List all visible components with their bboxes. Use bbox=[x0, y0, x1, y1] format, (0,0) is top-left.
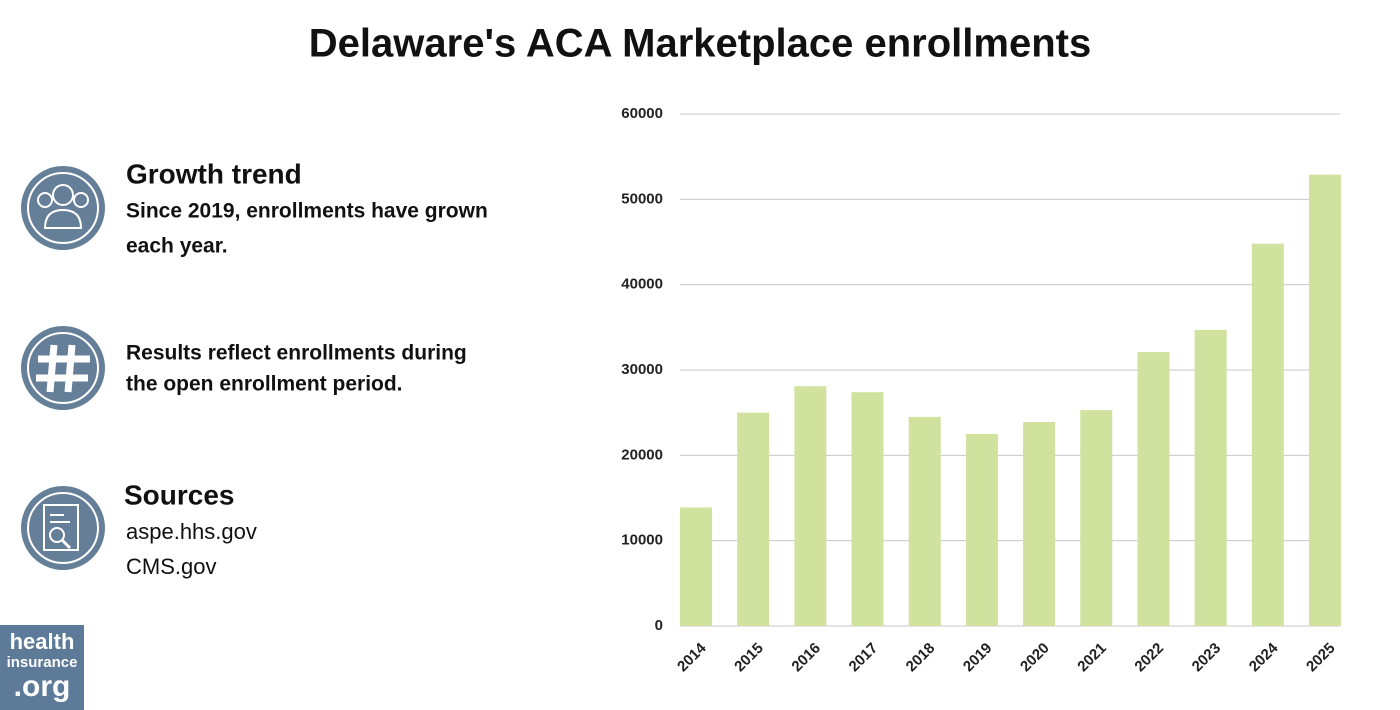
bar bbox=[680, 507, 712, 626]
note-heading: Sources bbox=[124, 479, 235, 510]
note-text: Results reflect enrollments during bbox=[126, 342, 467, 365]
y-tick-label: 30000 bbox=[621, 361, 663, 378]
bar bbox=[1023, 422, 1056, 626]
chart-title: Delaware's ACA Marketplace enrollments bbox=[309, 22, 1091, 66]
document-icon bbox=[21, 486, 105, 570]
logo: health insurance .org bbox=[0, 625, 84, 710]
logo-text: insurance bbox=[7, 654, 78, 671]
x-tick-label: 2019 bbox=[960, 640, 996, 676]
x-tick-label: 2017 bbox=[846, 640, 882, 676]
people-icon bbox=[21, 166, 105, 250]
y-tick-label: 60000 bbox=[621, 105, 663, 122]
x-tick-label: 2023 bbox=[1189, 640, 1225, 676]
note-heading: Growth trend bbox=[126, 158, 302, 189]
source-text: aspe.hhs.gov bbox=[126, 519, 257, 544]
y-tick-label: 0 bbox=[655, 617, 663, 634]
x-tick-label: 2015 bbox=[731, 640, 767, 676]
bar bbox=[908, 416, 941, 626]
logo-text: .org bbox=[14, 670, 71, 703]
bar bbox=[965, 434, 998, 626]
bar bbox=[737, 412, 770, 626]
x-tick-label: 2025 bbox=[1303, 640, 1339, 676]
bar bbox=[851, 392, 884, 626]
hash-icon bbox=[21, 326, 105, 410]
bar bbox=[1251, 243, 1284, 626]
y-tick-label: 40000 bbox=[621, 276, 663, 293]
x-tick-label: 2018 bbox=[903, 640, 939, 676]
x-tick-label: 2024 bbox=[1246, 639, 1282, 675]
note-text: each year. bbox=[126, 235, 228, 258]
x-tick-label: 2014 bbox=[674, 639, 710, 675]
y-tick-label: 10000 bbox=[621, 532, 663, 549]
note-text: the open enrollment period. bbox=[126, 373, 403, 396]
x-tick-label: 2021 bbox=[1074, 640, 1110, 676]
source-text: CMS.gov bbox=[126, 554, 216, 579]
y-tick-label: 20000 bbox=[621, 446, 663, 463]
bar bbox=[1137, 352, 1170, 626]
bar bbox=[794, 386, 827, 626]
note-text: Since 2019, enrollments have grown bbox=[126, 200, 488, 223]
y-tick-label: 50000 bbox=[621, 190, 663, 207]
x-tick-label: 2020 bbox=[1017, 640, 1053, 676]
bar bbox=[1309, 174, 1341, 626]
x-tick-label: 2022 bbox=[1131, 640, 1167, 676]
x-tick-label: 2016 bbox=[788, 640, 824, 676]
bar bbox=[1080, 410, 1113, 626]
bar bbox=[1194, 329, 1227, 626]
logo-text: health bbox=[10, 629, 75, 654]
